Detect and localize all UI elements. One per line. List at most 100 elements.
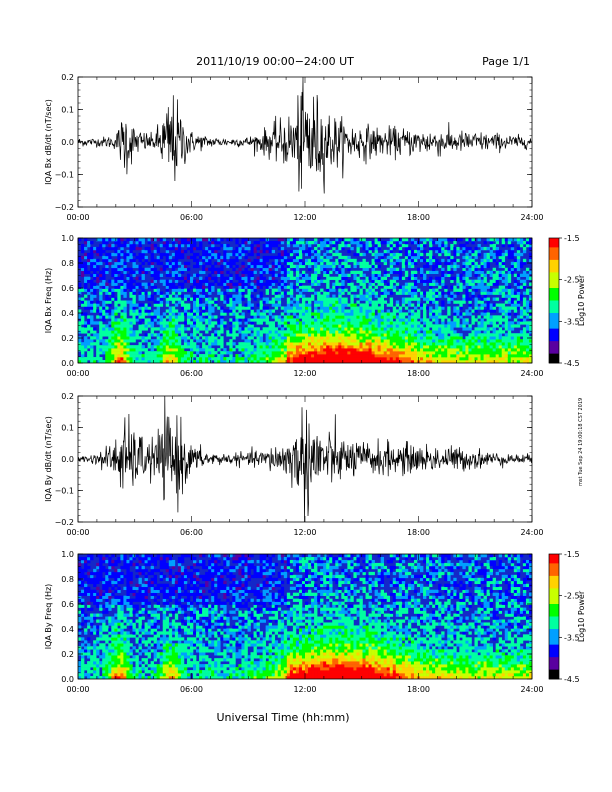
spectrogram-cell	[468, 246, 472, 251]
spectrogram-cell	[338, 306, 342, 310]
spectrogram-cell	[401, 303, 406, 307]
spectrogram-cell	[305, 303, 309, 307]
spectrogram-cell	[295, 294, 300, 298]
spectrogram-cell	[289, 273, 294, 277]
spectrogram-cell	[247, 327, 251, 331]
spectrogram-cell	[186, 238, 191, 242]
colorbar-step	[549, 284, 559, 289]
spectrogram-cell	[199, 240, 203, 245]
spectrogram-cell	[108, 336, 112, 340]
spectrogram-cell	[105, 252, 109, 257]
spectrogram-cell	[156, 339, 161, 343]
spectrogram-cell	[483, 342, 487, 346]
spectrogram-cell	[238, 327, 242, 331]
spectrogram-cell	[474, 297, 478, 301]
spectrogram-cell	[528, 354, 532, 358]
y-axis-label: IQA Bx dB/dt (nT/sec)	[44, 99, 53, 185]
spectrogram-cell	[474, 285, 478, 289]
spectrogram-cell	[135, 282, 139, 286]
spectrogram-cell	[78, 357, 82, 361]
spectrogram-cell	[301, 327, 306, 331]
spectrogram-cell	[501, 273, 506, 277]
spectrogram-cell	[347, 360, 351, 363]
spectrogram-cell	[407, 318, 412, 322]
spectrogram-cell	[317, 255, 321, 260]
spectrogram-cell	[111, 312, 115, 316]
y-tick-label: 0.2	[61, 334, 74, 343]
spectrogram-cell	[108, 342, 112, 346]
spectrogram-cell	[441, 333, 445, 337]
spectrogram-cell	[501, 258, 506, 263]
spectrogram-cell	[105, 240, 109, 245]
spectrogram-cell	[159, 279, 164, 283]
spectrogram-cell	[211, 336, 215, 340]
spectrogram-cell	[132, 261, 136, 266]
spectrogram-cell	[202, 255, 206, 260]
spectrogram-cell	[444, 336, 448, 340]
spectrogram-cell	[280, 255, 285, 260]
spectrogram-cell	[513, 306, 518, 310]
spectrogram-cell	[465, 282, 469, 286]
spectrogram-cell	[492, 309, 496, 313]
spectrogram-cell	[235, 306, 239, 310]
spectrogram-cell	[441, 339, 445, 343]
spectrogram-cell	[301, 333, 306, 337]
spectrogram-cell	[126, 342, 130, 346]
x-tick-label: 18:00	[407, 213, 430, 222]
spectrogram-cell	[326, 312, 330, 316]
colorbar-step	[549, 275, 559, 280]
spectrogram-cell	[489, 336, 493, 340]
spectrogram-cell	[238, 345, 242, 349]
spectrogram-cell	[450, 348, 454, 352]
spectrogram-cell	[211, 321, 215, 325]
spectrogram-cell	[99, 261, 103, 266]
spectrogram-cell	[504, 336, 509, 340]
spectrogram-cell	[335, 279, 339, 283]
spectrogram-cell	[423, 345, 427, 349]
spectrogram-cell	[410, 288, 415, 292]
spectrogram-cell	[326, 309, 330, 313]
spectrogram-cell	[386, 351, 391, 355]
spectrogram-cell	[235, 258, 239, 263]
spectrogram-cell	[465, 246, 469, 251]
spectrogram-cell	[271, 345, 276, 349]
spectrogram-cell	[305, 324, 309, 328]
spectrogram-cell	[371, 264, 375, 269]
spectrogram-cell	[516, 261, 521, 266]
spectrogram-cell	[126, 357, 130, 361]
x-tick-label: 06:00	[180, 369, 203, 378]
spectrogram-cell	[301, 249, 306, 254]
spectrogram-cell	[226, 238, 230, 242]
spectrogram-cell	[447, 291, 451, 295]
spectrogram-cell	[135, 238, 139, 242]
spectrogram-cell	[311, 249, 315, 254]
spectrogram-cell	[486, 351, 490, 355]
spectrogram-cell	[504, 312, 509, 316]
spectrogram-cell	[105, 309, 109, 313]
spectrogram-cell	[305, 240, 309, 245]
spectrogram-cell	[489, 345, 493, 349]
spectrogram-cell	[347, 309, 351, 313]
spectrogram-cell	[84, 261, 88, 266]
spectrogram-cell	[416, 339, 421, 343]
spectrogram-cell	[84, 238, 88, 242]
spectrogram-cell	[87, 351, 91, 355]
spectrogram-cell	[120, 261, 124, 266]
spectrogram-cell	[404, 246, 409, 251]
spectrogram-cell	[341, 330, 345, 334]
spectrogram-cell	[359, 315, 363, 319]
spectrogram-cell	[386, 357, 391, 361]
spectrogram-cell	[301, 261, 306, 266]
spectrogram-cell	[280, 270, 285, 275]
spectrogram-cell	[298, 339, 303, 343]
spectrogram-cell	[117, 258, 121, 263]
spectrogram-cell	[483, 354, 487, 358]
spectrogram-cell	[404, 354, 409, 358]
spectrogram-cell	[471, 354, 475, 358]
side-note: mst Tue Sep 24 19:00:18 CST 2019	[578, 398, 584, 486]
spectrogram-cell	[247, 309, 251, 313]
spectrogram-cell	[432, 258, 436, 263]
spectrogram-cell	[220, 291, 224, 295]
spectrogram-cell	[314, 348, 318, 352]
spectrogram-cell	[241, 261, 245, 266]
